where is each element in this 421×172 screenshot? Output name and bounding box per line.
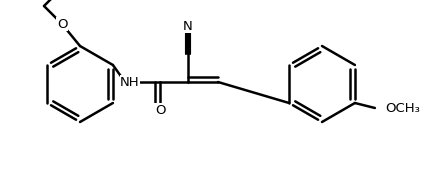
Text: O: O xyxy=(155,104,165,116)
Text: O: O xyxy=(57,18,67,30)
Text: NH: NH xyxy=(120,76,140,89)
Text: OCH₃: OCH₃ xyxy=(385,101,420,115)
Text: N: N xyxy=(183,19,193,33)
